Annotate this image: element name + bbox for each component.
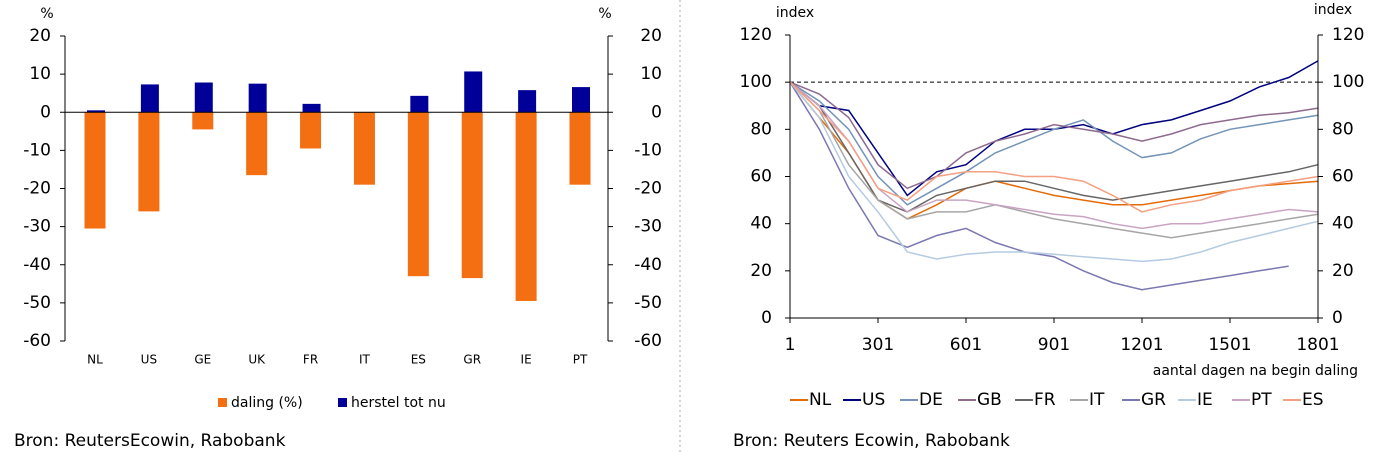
y-tick-label: 80 bbox=[750, 119, 772, 139]
legend-label: herstel tot nu bbox=[351, 395, 446, 411]
x-tick-label: UK bbox=[248, 353, 266, 367]
y2-tick-label: 20 bbox=[640, 26, 662, 46]
x-tick-label: US bbox=[141, 353, 157, 367]
y2-tick-label: 0 bbox=[1332, 308, 1343, 328]
legend-label: DE bbox=[919, 390, 943, 410]
bar bbox=[138, 112, 160, 212]
y2-tick-label: 40 bbox=[1332, 214, 1354, 234]
y2-tick-label: 0 bbox=[651, 102, 662, 122]
y-axis-label: % bbox=[40, 6, 53, 22]
y-tick-label: 0 bbox=[40, 102, 51, 122]
y2-tick-label: -50 bbox=[634, 293, 662, 313]
y2-tick-label: -30 bbox=[634, 217, 662, 237]
y-tick-label: 40 bbox=[750, 214, 772, 234]
bar bbox=[572, 87, 590, 113]
x-tick-label: ES bbox=[411, 353, 426, 367]
bar bbox=[248, 83, 267, 113]
source: Bron: ReutersEcowin, Rabobank bbox=[14, 431, 286, 451]
y-tick-label: -20 bbox=[23, 179, 51, 199]
y-tick-label: 10 bbox=[29, 64, 51, 84]
bar bbox=[515, 112, 537, 301]
bar bbox=[461, 112, 483, 279]
bar bbox=[518, 90, 537, 113]
y-tick-label: 100 bbox=[740, 72, 772, 92]
x-tick-label: FR bbox=[303, 353, 318, 367]
legend-label: daling (%) bbox=[231, 395, 303, 411]
legend-label: GB bbox=[977, 390, 1002, 410]
y2-tick-label: -40 bbox=[634, 255, 662, 275]
y2-tick-label: -60 bbox=[634, 331, 662, 351]
bar bbox=[300, 112, 322, 149]
y2-axis-label: index bbox=[1314, 2, 1352, 18]
series-line bbox=[789, 81, 1319, 213]
y-tick-label: 120 bbox=[740, 25, 772, 45]
x-tick-label: 1 bbox=[785, 335, 796, 355]
y2-tick-label: 10 bbox=[640, 64, 662, 84]
y-tick-label: -10 bbox=[23, 140, 51, 160]
x-tick-label: GR bbox=[463, 353, 481, 367]
y2-tick-label: 60 bbox=[1332, 167, 1354, 187]
x-axis-label: aantal dagen na begin daling bbox=[1153, 363, 1358, 379]
bar bbox=[569, 112, 591, 185]
y2-axis-label: % bbox=[598, 6, 611, 22]
legend-label: ES bbox=[1302, 390, 1324, 410]
bar bbox=[353, 112, 375, 185]
source: Bron: Reuters Ecowin, Rabobank bbox=[733, 431, 1010, 451]
series-line bbox=[789, 81, 1319, 230]
x-tick-label: NL bbox=[87, 353, 103, 367]
y-tick-label: 20 bbox=[29, 26, 51, 46]
series-line bbox=[789, 81, 1319, 206]
legend-label: FR bbox=[1034, 390, 1056, 410]
bar bbox=[84, 112, 106, 229]
series-line bbox=[789, 81, 1319, 190]
x-tick-label: IT bbox=[359, 353, 371, 367]
x-tick-label: 901 bbox=[1038, 335, 1070, 355]
y-tick-label: 20 bbox=[750, 261, 772, 281]
y-tick-label: 0 bbox=[761, 308, 772, 328]
x-tick-label: IE bbox=[521, 353, 532, 367]
y-tick-label: -30 bbox=[23, 217, 51, 237]
x-tick-label: 1801 bbox=[1296, 335, 1339, 355]
legend-label: IE bbox=[1197, 390, 1213, 410]
y-tick-label: -40 bbox=[23, 255, 51, 275]
x-tick-label: 1201 bbox=[1120, 335, 1163, 355]
y-axis-label: index bbox=[776, 5, 814, 21]
y2-tick-label: 20 bbox=[1332, 261, 1354, 281]
bar bbox=[246, 112, 268, 176]
y-tick-label: -50 bbox=[23, 293, 51, 313]
bar bbox=[464, 71, 483, 113]
legend-label: US bbox=[862, 390, 885, 410]
bar bbox=[87, 110, 105, 113]
x-tick-label: GE bbox=[194, 353, 211, 367]
y2-tick-label: -10 bbox=[634, 140, 662, 160]
bar bbox=[407, 112, 429, 277]
series-line bbox=[789, 81, 1319, 239]
y2-tick-label: -20 bbox=[634, 179, 662, 199]
bar bbox=[140, 84, 159, 113]
y2-tick-label: 120 bbox=[1332, 25, 1364, 45]
legend-label: IT bbox=[1089, 390, 1105, 410]
bar bbox=[194, 82, 213, 113]
series-line bbox=[789, 81, 1319, 263]
y2-tick-label: 100 bbox=[1332, 72, 1364, 92]
legend-label: PT bbox=[1251, 390, 1272, 410]
y2-tick-label: 80 bbox=[1332, 119, 1354, 139]
bar bbox=[192, 112, 214, 130]
y-tick-label: -60 bbox=[23, 331, 51, 351]
bar bbox=[410, 95, 429, 113]
y-tick-label: 60 bbox=[750, 167, 772, 187]
series-line bbox=[789, 81, 1319, 213]
x-tick-label: 1501 bbox=[1208, 335, 1251, 355]
legend-swatch bbox=[338, 398, 347, 407]
x-tick-label: 301 bbox=[862, 335, 894, 355]
x-tick-label: PT bbox=[573, 353, 588, 367]
legend-label: GR bbox=[1141, 390, 1166, 410]
legend-swatch bbox=[218, 398, 227, 407]
series-line bbox=[789, 81, 1289, 291]
bar bbox=[302, 103, 321, 113]
x-tick-label: 601 bbox=[950, 335, 982, 355]
legend-label: NL bbox=[809, 390, 832, 410]
